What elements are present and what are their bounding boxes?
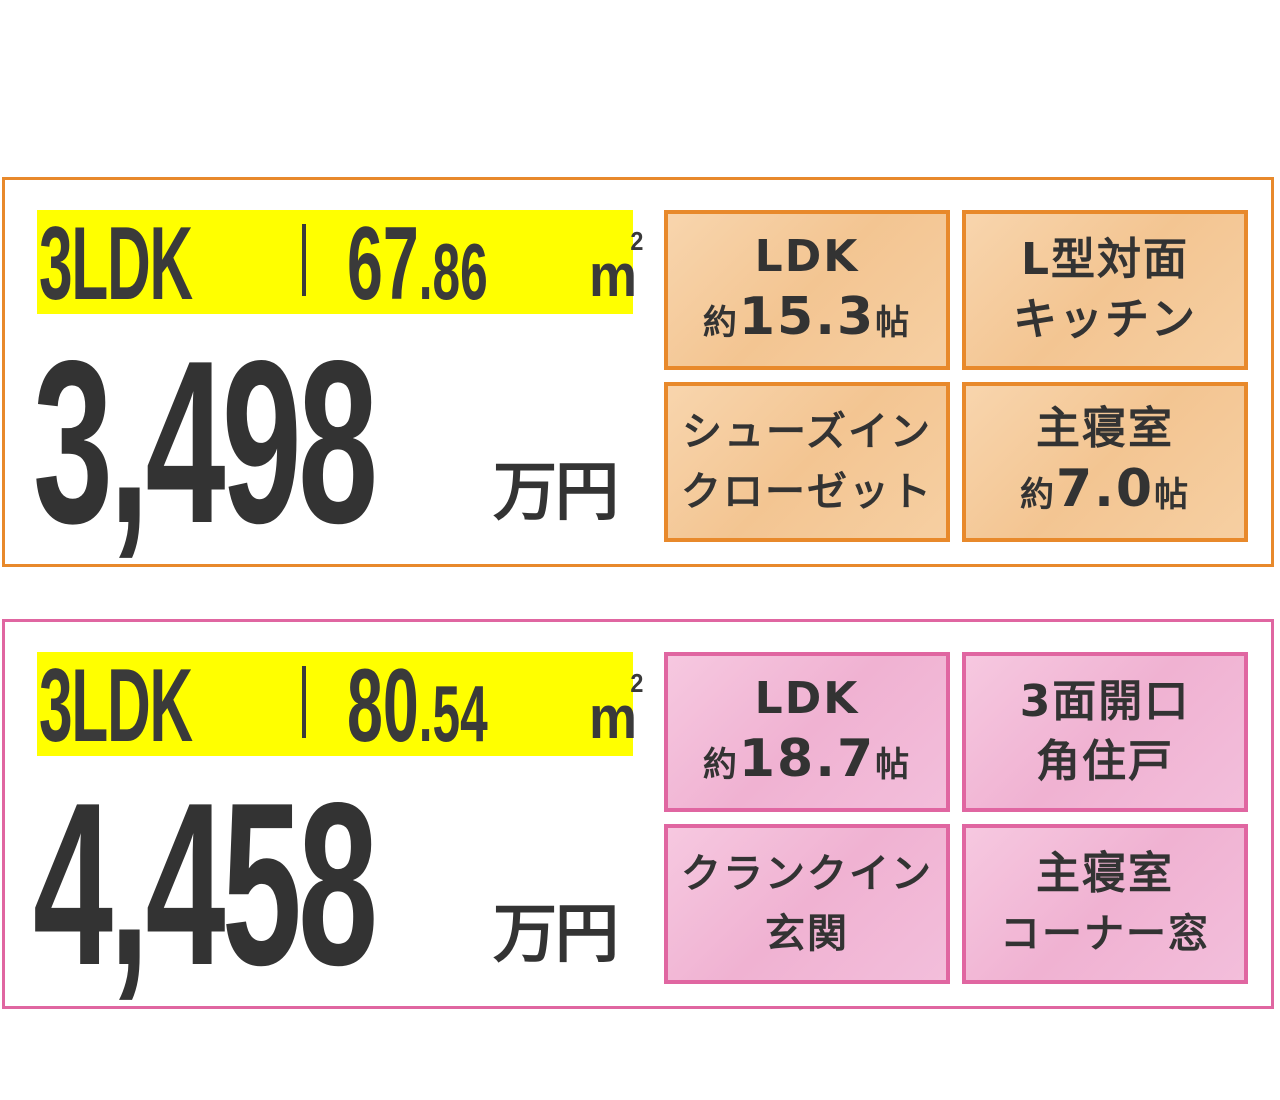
- floor-area: 80.54: [347, 654, 488, 762]
- feature-detail: 約7.0帖: [1020, 459, 1190, 525]
- floor-area-integer: 67: [347, 206, 419, 322]
- feature-title: LDK: [754, 231, 860, 282]
- feature-detail: 約18.7帖: [703, 729, 911, 795]
- feature-three-side-openings: 3面開口 角住戸: [962, 652, 1248, 812]
- feature-detail: コーナー窓: [1000, 911, 1210, 957]
- feature-crank-in-entrance: クランクイン 玄関: [664, 824, 950, 984]
- feature-shoe-closet: シューズイン クローゼット: [664, 382, 950, 542]
- area-unit-base: m: [589, 242, 638, 309]
- feature-title: シューズイン: [682, 409, 932, 455]
- feature-ldk-size: LDK 約18.7帖: [664, 652, 950, 812]
- feature-ldk-size: LDK 約15.3帖: [664, 210, 950, 370]
- spec-divider: [302, 666, 306, 738]
- feature-title: 主寝室: [1036, 403, 1174, 454]
- feature-master-bedroom-corner-window: 主寝室 コーナー窓: [962, 824, 1248, 984]
- feature-title: L型対面: [1020, 234, 1190, 285]
- layout-type: 3LDK: [39, 206, 193, 322]
- feature-prefix: 約: [1019, 475, 1056, 515]
- price-unit: 万円: [493, 456, 619, 530]
- feature-value: 7.0: [1055, 459, 1155, 519]
- feature-prefix: 約: [702, 303, 739, 343]
- feature-detail: 角住戸: [1036, 736, 1174, 787]
- feature-detail: キッチン: [1013, 294, 1197, 345]
- floor-area-decimal: .54: [418, 669, 488, 758]
- layout-type: 3LDK: [39, 648, 193, 764]
- area-unit-base: m: [589, 684, 638, 751]
- feature-detail: クローゼット: [681, 469, 933, 515]
- floor-area-decimal: .86: [418, 227, 488, 316]
- feature-title: LDK: [754, 673, 860, 724]
- feature-detail: 約15.3帖: [703, 287, 911, 353]
- feature-suffix: 帖: [1154, 475, 1191, 515]
- feature-value: 15.3: [738, 287, 876, 347]
- area-unit-superscript: 2: [630, 668, 644, 698]
- feature-title: クランクイン: [681, 851, 933, 897]
- area-unit-superscript: 2: [630, 226, 644, 256]
- price-value: 4,458: [33, 755, 378, 1014]
- feature-suffix: 帖: [875, 303, 912, 343]
- price-value: 3,498: [33, 313, 378, 572]
- feature-title: 主寝室: [1036, 848, 1174, 899]
- feature-title: 3面開口: [1019, 676, 1191, 727]
- spec-divider: [302, 224, 306, 296]
- feature-value: 18.7: [738, 729, 876, 789]
- feature-suffix: 帖: [875, 745, 912, 785]
- price-unit: 万円: [493, 898, 619, 972]
- feature-kitchen: L型対面 キッチン: [962, 210, 1248, 370]
- feature-master-bedroom: 主寝室 約7.0帖: [962, 382, 1248, 542]
- price: 4,458 万円: [33, 755, 619, 1014]
- feature-detail: 玄関: [765, 911, 849, 957]
- floor-area-integer: 80: [347, 648, 419, 764]
- price: 3,498 万円: [33, 313, 619, 572]
- feature-prefix: 約: [702, 745, 739, 785]
- floor-area: 67.86: [347, 212, 488, 320]
